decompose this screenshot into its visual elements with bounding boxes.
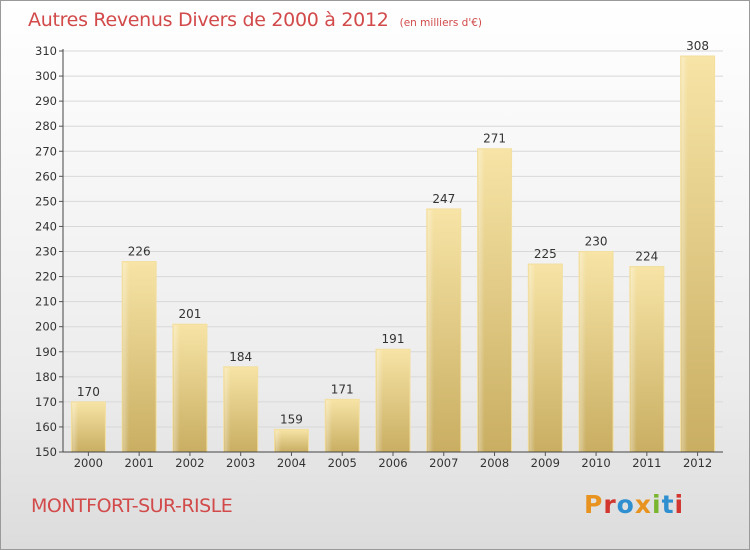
brand-letter: o xyxy=(616,490,635,519)
data-label: 170 xyxy=(77,385,100,399)
bar-highlight xyxy=(377,350,383,452)
brand-letter: x xyxy=(634,490,652,519)
x-tick-label: 2012 xyxy=(683,456,712,470)
x-tick-label: 2005 xyxy=(328,456,357,470)
y-tick-label: 260 xyxy=(35,169,57,183)
data-label: 230 xyxy=(585,235,608,249)
bar-highlight xyxy=(478,149,485,452)
bar-highlight xyxy=(529,265,536,452)
x-axis-ticks: 2000 2001 2002 2003 2004 2005 2006 2007 2008 2009… xyxy=(74,452,712,470)
chart-title: Autres Revenus Divers de 2000 à 2012 xyxy=(28,9,389,31)
chart-title-block: Autres Revenus Divers de 2000 à 2012 (en… xyxy=(28,9,482,31)
data-label: 184 xyxy=(229,350,252,364)
x-tick-label: 2004 xyxy=(277,456,306,470)
bar-highlight xyxy=(326,400,333,452)
bar-highlight xyxy=(72,402,79,452)
y-tick-label: 280 xyxy=(35,119,57,133)
y-tick-label: 310 xyxy=(35,44,57,58)
y-tick-label: 250 xyxy=(35,194,57,208)
x-tick-label: 2006 xyxy=(378,456,407,470)
y-tick-label: 200 xyxy=(35,320,57,334)
brand-letter: i xyxy=(652,490,662,519)
y-tick-label: 170 xyxy=(35,395,57,409)
bar-highlight xyxy=(173,325,180,452)
bar-highlight xyxy=(123,262,130,452)
city-name: MONTFORT-SUR-RISLE xyxy=(31,495,233,517)
y-tick-label: 240 xyxy=(35,219,57,233)
x-tick-label: 2000 xyxy=(74,456,103,470)
data-labels: 170 226 201 184 159 171 191 247 271 225 230 224 308 xyxy=(77,39,709,426)
data-label: 159 xyxy=(280,412,303,426)
x-tick-label: 2011 xyxy=(632,456,661,470)
data-label: 224 xyxy=(635,250,658,264)
brand-letter: r xyxy=(603,490,617,519)
brand-logo: Proxiti xyxy=(584,490,684,519)
y-tick-label: 210 xyxy=(35,295,57,309)
y-tick-label: 190 xyxy=(35,345,57,359)
data-label: 226 xyxy=(128,245,151,259)
y-tick-label: 180 xyxy=(35,370,57,384)
chart-subtitle: (en milliers d'€) xyxy=(399,17,482,29)
y-tick-label: 160 xyxy=(35,420,57,434)
brand-letter: i xyxy=(674,490,685,519)
bar-highlight xyxy=(275,430,282,452)
y-tick-label: 220 xyxy=(35,270,57,284)
data-label: 171 xyxy=(331,382,354,396)
data-label: 271 xyxy=(483,132,506,146)
x-tick-label: 2010 xyxy=(581,456,610,470)
y-tick-label: 150 xyxy=(35,445,57,459)
bar-highlight xyxy=(681,57,688,452)
x-tick-label: 2002 xyxy=(175,456,204,470)
x-tick-label: 2007 xyxy=(429,456,458,470)
brand-letter: P xyxy=(584,490,604,519)
bar-highlight xyxy=(580,252,587,452)
data-label: 247 xyxy=(432,192,455,206)
x-tick-label: 2003 xyxy=(226,456,255,470)
bar-highlight xyxy=(630,267,637,452)
bar-highlight xyxy=(427,209,434,452)
y-tick-label: 290 xyxy=(35,94,57,108)
brand-letter: t xyxy=(661,490,675,519)
data-label: 191 xyxy=(382,332,405,346)
y-tick-label: 230 xyxy=(35,245,57,259)
y-tick-label: 270 xyxy=(35,144,57,158)
data-label: 225 xyxy=(534,247,557,261)
data-label: 308 xyxy=(686,39,709,53)
bar-highlight xyxy=(224,367,231,452)
data-label: 201 xyxy=(178,307,201,321)
y-tick-label: 300 xyxy=(35,69,57,83)
bars xyxy=(70,55,716,453)
x-tick-label: 2008 xyxy=(480,456,509,470)
x-tick-label: 2009 xyxy=(531,456,560,470)
y-axis-ticks: 150 160 170 180 190 200 210 220 230 240 250 260 270 2… xyxy=(35,44,63,459)
x-tick-label: 2001 xyxy=(125,456,154,470)
